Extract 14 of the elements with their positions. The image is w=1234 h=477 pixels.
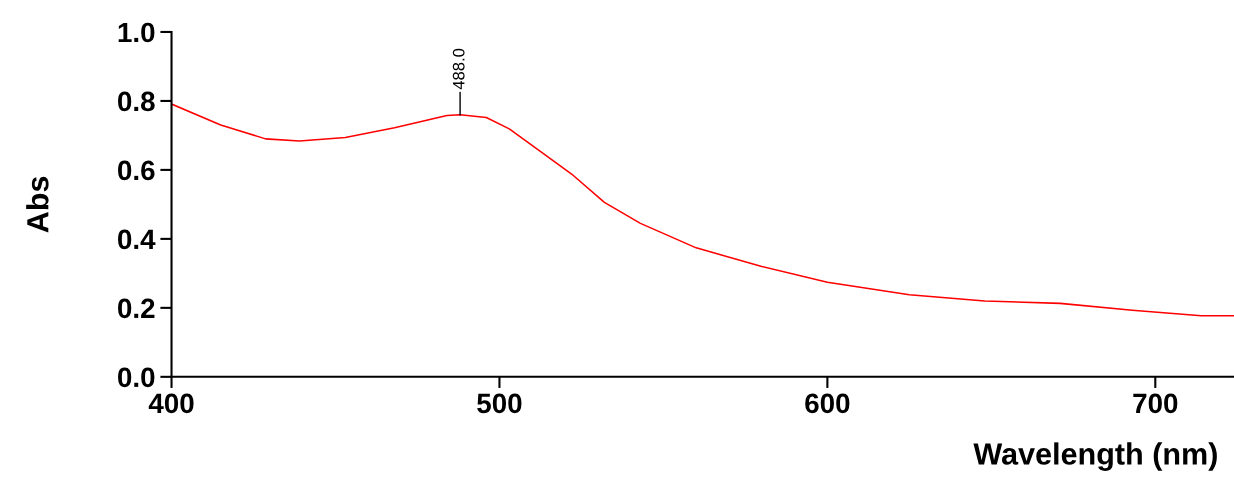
y-tick-label: 0.0 xyxy=(118,367,155,388)
annotation: 488.0 xyxy=(452,48,465,90)
y-tick-label: 1.0 xyxy=(118,22,155,43)
x-tick-label: 500 xyxy=(477,393,522,414)
y-tick-label: 0.8 xyxy=(118,91,155,112)
line-series xyxy=(171,103,1234,317)
x-axis-title: Wavelength (nm) xyxy=(973,442,1217,471)
x-tick-label: 600 xyxy=(805,393,850,414)
y-tick-label: 0.2 xyxy=(118,298,155,319)
y-axis-title: Abs xyxy=(26,176,49,233)
x-tick-label: 700 xyxy=(1133,393,1178,414)
y-tick-label: 0.4 xyxy=(118,229,156,250)
y-tick-label: 0.6 xyxy=(118,160,155,181)
x-tick-label: 400 xyxy=(148,393,194,414)
